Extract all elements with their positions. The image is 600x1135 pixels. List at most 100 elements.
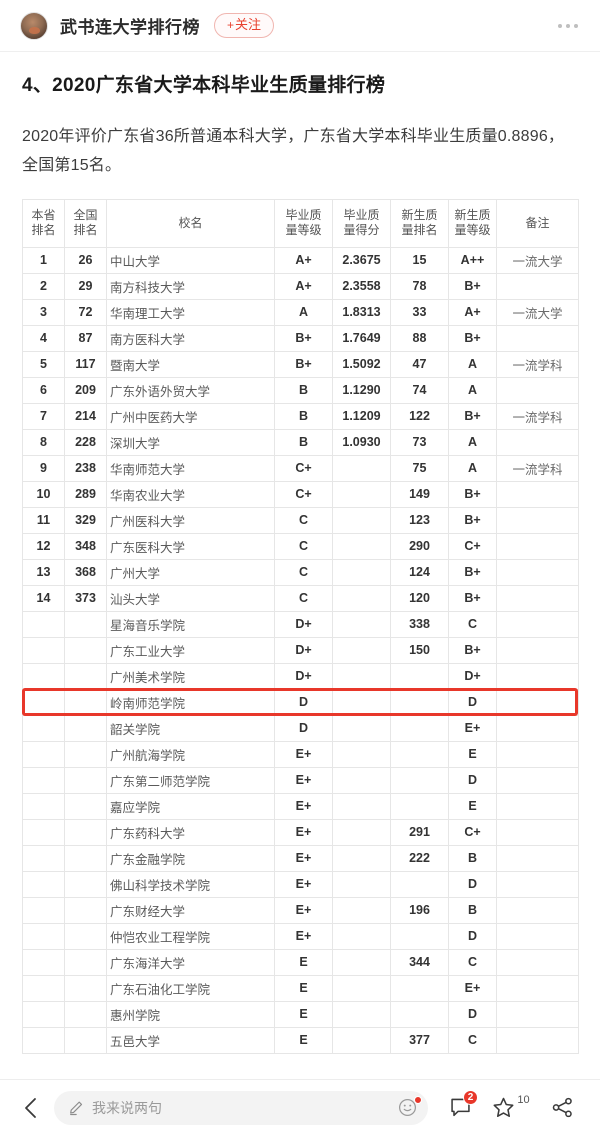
star-icon[interactable]: 10 — [482, 1088, 540, 1128]
cell-freshman-grade: D — [448, 870, 497, 898]
table-body: 1 26 中山大学 A+ 2.3675 15 A++ 一流大学 2 29 南方科技大学 A+ 2.355… — [22, 246, 579, 1054]
cell-note — [496, 558, 579, 586]
cell-freshman-rank — [390, 688, 449, 716]
cell-note — [496, 610, 579, 638]
cell-school-name: 佛山科学技术学院 — [106, 870, 275, 898]
follow-button-label: 关注 — [235, 17, 262, 33]
cell-grad-quality-grade: E — [274, 974, 333, 1002]
cell-freshman-grade: D+ — [448, 662, 497, 690]
cell-school-name: 岭南师范学院 — [106, 688, 275, 716]
table-row: 14 373 汕头大学 C 120 B+ — [22, 584, 579, 612]
cell-province-rank: 11 — [22, 506, 65, 534]
ranking-table: 本省 排名 全国 排名 校名 毕业质 量等级 毕业质 量得分 新生质 量排名 新生质 量等级… — [22, 198, 579, 1054]
comment-bubble-icon[interactable]: 2 — [438, 1088, 482, 1128]
cell-freshman-grade: A — [448, 350, 497, 378]
cell-school-name: 中山大学 — [106, 246, 275, 274]
cell-note — [496, 506, 579, 534]
cell-grad-quality-grade: E+ — [274, 792, 333, 820]
more-horizontal-icon[interactable] — [556, 16, 580, 36]
cell-grad-quality-score — [332, 454, 391, 482]
cell-freshman-grade: D — [448, 1000, 497, 1028]
comment-input-placeholder: 我来说两句 — [92, 1099, 162, 1116]
cell-grad-quality-grade: C — [274, 584, 333, 612]
cell-freshman-grade: E — [448, 740, 497, 768]
cell-national-rank — [64, 714, 107, 742]
cell-school-name: 广州中医药大学 — [106, 402, 275, 430]
cell-province-rank — [22, 870, 65, 898]
cell-freshman-rank: 150 — [390, 636, 449, 664]
cell-freshman-grade: A — [448, 454, 497, 482]
back-chevron-icon[interactable] — [14, 1091, 48, 1125]
table-row: 广东工业大学 D+ 150 B+ — [22, 636, 579, 664]
table-row: 岭南师范学院 D D — [22, 688, 579, 716]
cell-school-name: 广东外语外贸大学 — [106, 376, 275, 404]
cell-freshman-grade: B+ — [448, 272, 497, 300]
cell-province-rank: 3 — [22, 298, 65, 326]
table-header-row: 本省 排名 全国 排名 校名 毕业质 量等级 毕业质 量得分 新生质 量排名 新生质 量等级… — [22, 198, 579, 248]
bottom-action-bar: 我来说两句 2 10 — [0, 1079, 600, 1135]
table-row: 7 214 广州中医药大学 B 1.1209 122 B+ 一流学科 — [22, 402, 579, 430]
cell-freshman-rank: 73 — [390, 428, 449, 456]
cell-school-name: 华南理工大学 — [106, 298, 275, 326]
cell-national-rank: 368 — [64, 558, 107, 586]
cell-school-name: 嘉应学院 — [106, 792, 275, 820]
cell-province-rank — [22, 948, 65, 976]
cell-national-rank — [64, 662, 107, 690]
cell-grad-quality-score — [332, 1000, 391, 1028]
cell-freshman-rank: 377 — [390, 1026, 449, 1054]
cell-province-rank — [22, 766, 65, 794]
cell-note — [496, 1026, 579, 1054]
comment-input[interactable]: 我来说两句 — [54, 1090, 428, 1125]
cell-school-name: 广东财经大学 — [106, 896, 275, 924]
cell-national-rank — [64, 610, 107, 638]
cell-grad-quality-score — [332, 896, 391, 924]
table-row: 广东药科大学 E+ 291 C+ — [22, 818, 579, 846]
cell-grad-quality-score: 1.0930 — [332, 428, 391, 456]
cell-province-rank: 5 — [22, 350, 65, 378]
follow-button[interactable]: +关注 — [214, 13, 275, 38]
cell-grad-quality-score: 1.1290 — [332, 376, 391, 404]
cell-national-rank — [64, 688, 107, 716]
avatar[interactable] — [20, 11, 48, 40]
cell-freshman-rank: 15 — [390, 246, 449, 274]
cell-school-name: 广东药科大学 — [106, 818, 275, 846]
cell-grad-quality-grade: A — [274, 298, 333, 326]
table-row: 12 348 广东医科大学 C 290 C+ — [22, 532, 579, 560]
account-name[interactable]: 武书连大学排行榜 — [60, 18, 200, 37]
cell-national-rank: 348 — [64, 532, 107, 560]
cell-province-rank — [22, 922, 65, 950]
cell-school-name: 深圳大学 — [106, 428, 275, 456]
cell-freshman-grade: B+ — [448, 480, 497, 508]
cell-freshman-grade: E+ — [448, 974, 497, 1002]
cell-freshman-rank — [390, 922, 449, 950]
table-row: 嘉应学院 E+ E — [22, 792, 579, 820]
cell-grad-quality-grade: E — [274, 1026, 333, 1054]
cell-grad-quality-grade: B — [274, 402, 333, 430]
article-lede: 2020年评价广东省36所普通本科大学，广东省大学本科毕业生质量0.8896，全… — [22, 127, 565, 175]
cell-grad-quality-grade: E+ — [274, 870, 333, 898]
cell-grad-quality-grade: A+ — [274, 246, 333, 274]
table-row: 广东海洋大学 E 344 C — [22, 948, 579, 976]
cell-freshman-grade: C — [448, 948, 497, 976]
cell-note — [496, 636, 579, 664]
table-row: 13 368 广州大学 C 124 B+ — [22, 558, 579, 586]
cell-grad-quality-grade: E — [274, 948, 333, 976]
cell-school-name: 星海音乐学院 — [106, 610, 275, 638]
table-row: 11 329 广州医科大学 C 123 B+ — [22, 506, 579, 534]
cell-grad-quality-score — [332, 480, 391, 508]
cell-note — [496, 766, 579, 794]
cell-grad-quality-score: 1.8313 — [332, 298, 391, 326]
account-header: 武书连大学排行榜 +关注 — [0, 0, 600, 52]
cell-national-rank — [64, 1000, 107, 1028]
cell-national-rank: 29 — [64, 272, 107, 300]
cell-grad-quality-score: 2.3558 — [332, 272, 391, 300]
smiley-icon[interactable] — [396, 1095, 422, 1119]
cell-freshman-rank — [390, 662, 449, 690]
cell-grad-quality-grade: B+ — [274, 324, 333, 352]
share-icon[interactable] — [540, 1088, 584, 1128]
cell-national-rank: 329 — [64, 506, 107, 534]
table-head: 本省 排名 全国 排名 校名 毕业质 量等级 毕业质 量得分 新生质 量排名 新生质 量等级… — [22, 198, 579, 248]
cell-national-rank: 214 — [64, 402, 107, 430]
cell-grad-quality-grade: C — [274, 506, 333, 534]
